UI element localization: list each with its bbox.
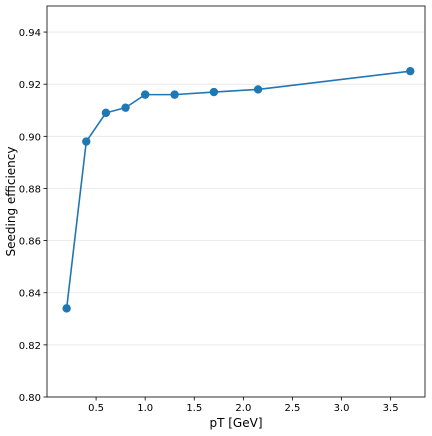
y-tick-label-0: 0.80 [19,393,41,404]
y-tick-label-7: 0.94 [19,28,41,39]
y-tick-label-1: 0.82 [19,341,41,352]
data-point-0-3 [121,103,130,112]
y-axis-ticks: 0.80 0.82 0.84 0.86 0.88 0.90 0.92 0.94 [19,28,47,404]
data-point-0-7 [253,85,263,94]
data-point-0-1 [82,137,91,146]
y-tick-label-2: 0.84 [19,289,41,300]
x-tick-label-5: 3.0 [334,403,350,414]
x-tick-label-6: 3.5 [383,403,399,414]
plot-frame [46,5,426,398]
series-layer [62,66,415,313]
data-point-0-0 [62,304,71,313]
y-tick-label-3: 0.86 [19,237,41,248]
y-tick-label-4: 0.88 [19,184,41,195]
x-axis-label: pT [GeV] [209,416,262,430]
series-line-0 [65,70,411,309]
x-tick-label-4: 2.5 [285,403,301,414]
data-point-0-2 [101,108,111,118]
x-tick-label-1: 1.0 [137,403,153,414]
x-tick-label-2: 1.5 [186,403,202,414]
data-point-0-5 [170,90,179,99]
grid-layer [47,31,425,398]
x-tick-label-3: 2.0 [235,403,251,414]
x-axis-ticks: 0.5 1.0 1.5 2.0 2.5 3.0 3.5 [88,397,399,414]
x-tick-label-0: 0.5 [88,403,104,414]
y-tick-label-5: 0.90 [19,132,41,143]
data-point-0-6 [209,87,219,97]
data-point-0-4 [140,90,150,99]
y-tick-label-6: 0.92 [19,80,41,91]
data-point-0-8 [406,66,415,76]
y-axis-label: Seeding efficiency [4,147,18,257]
